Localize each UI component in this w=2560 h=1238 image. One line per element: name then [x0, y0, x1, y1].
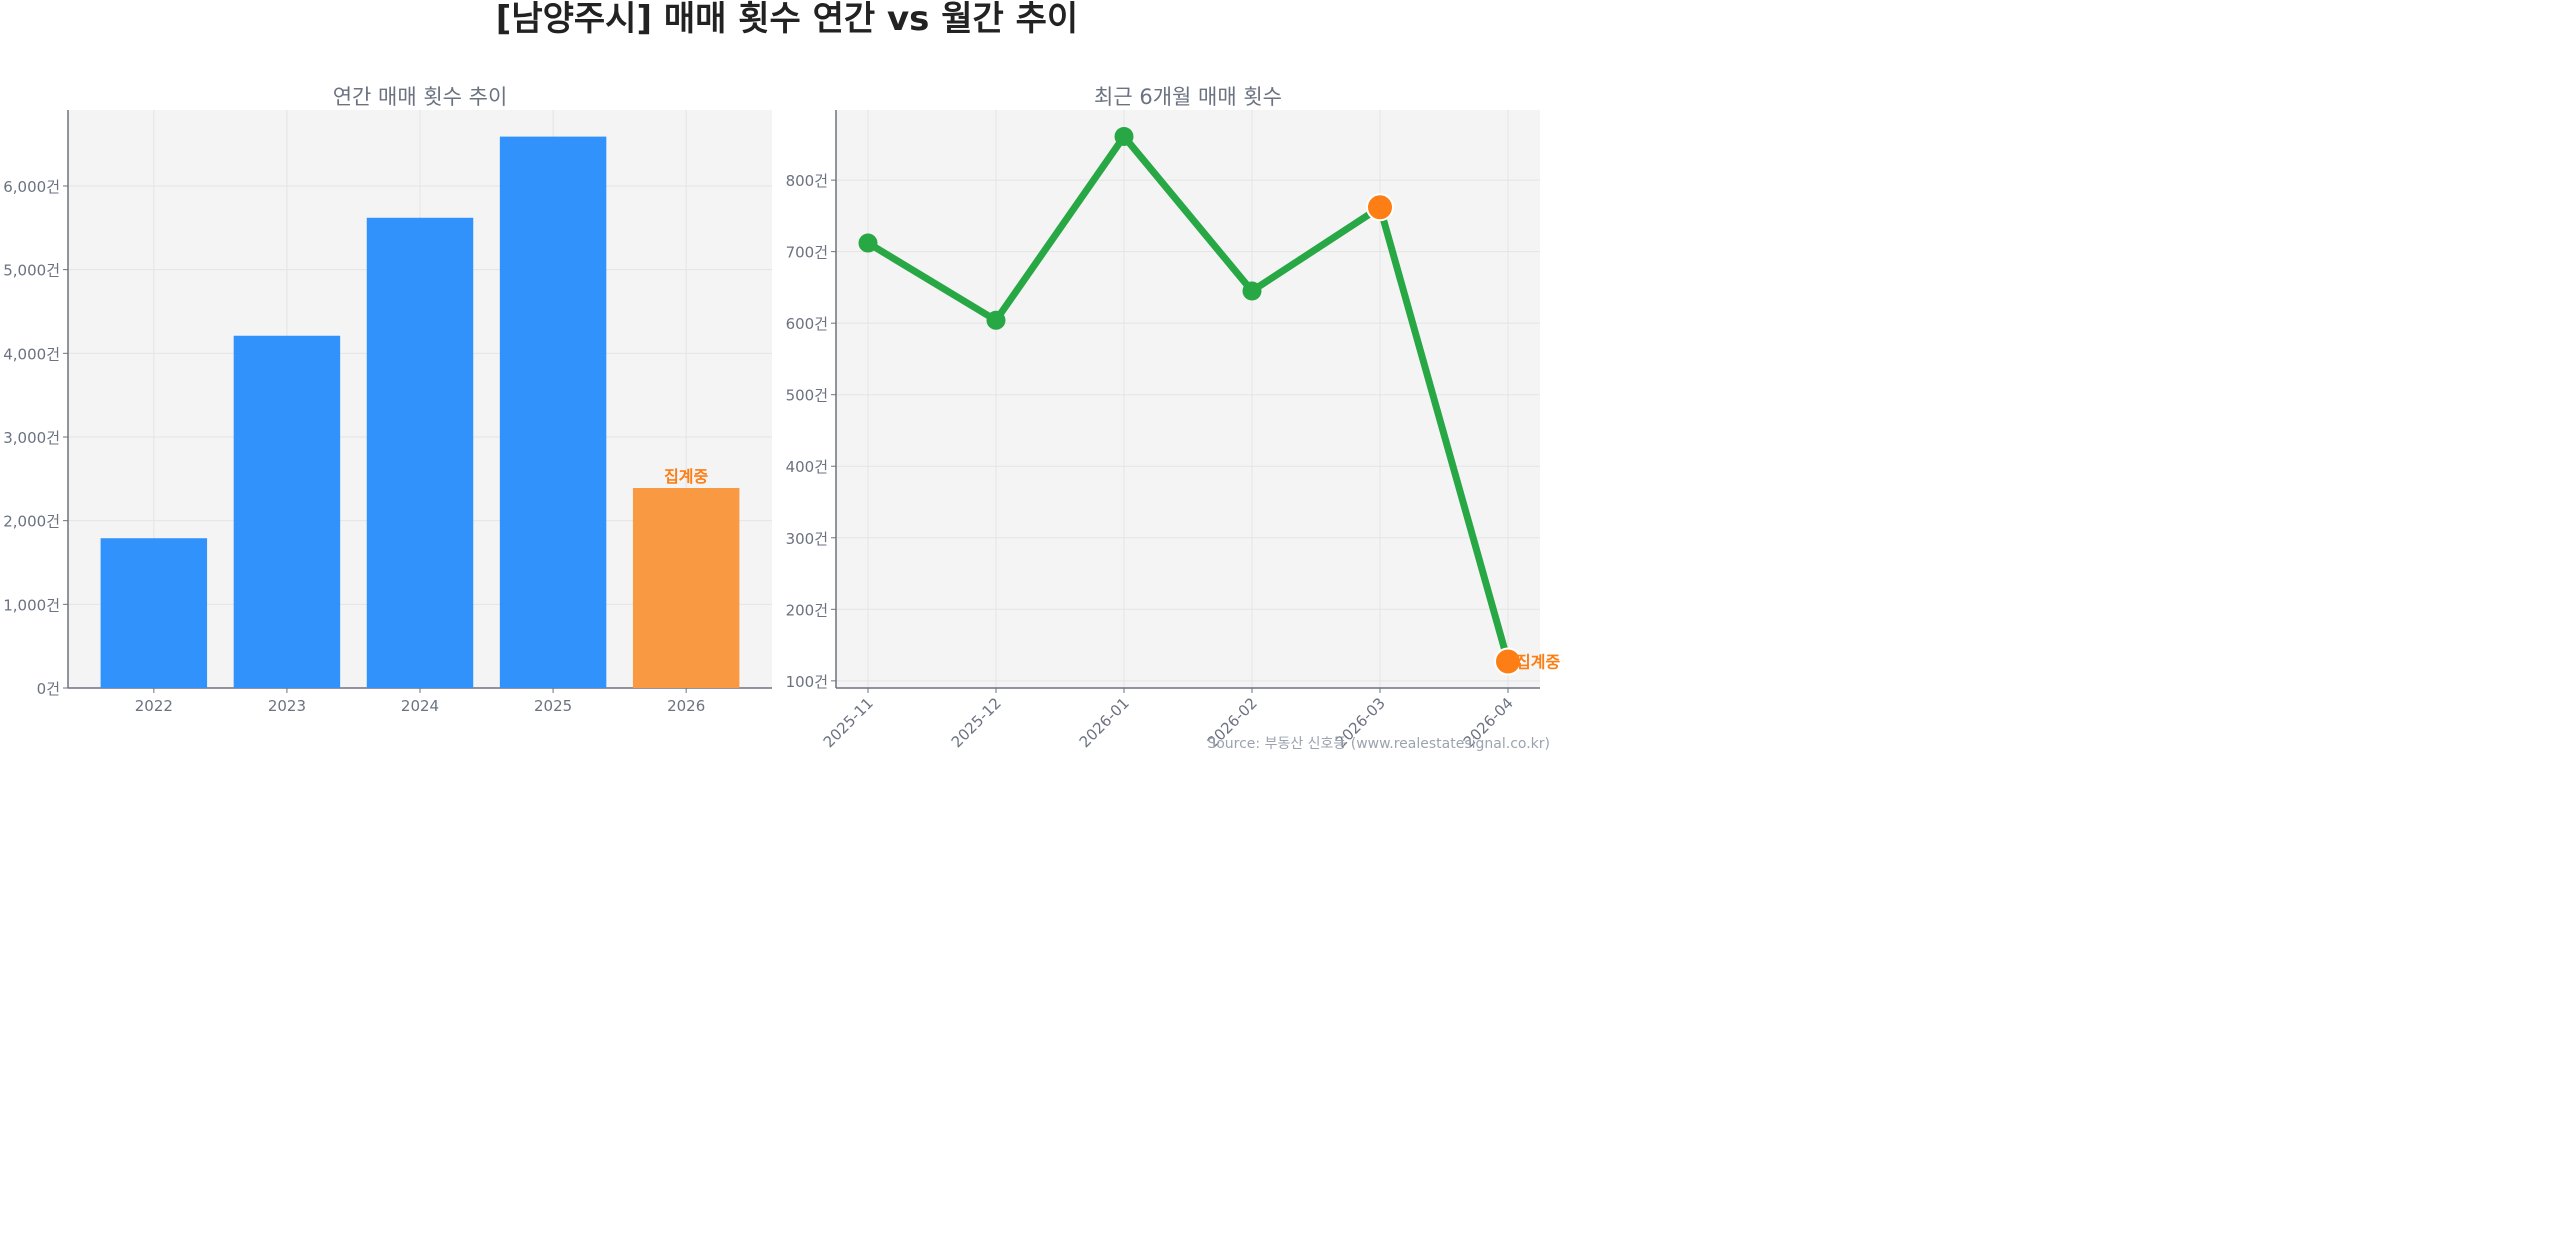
y-tick-label: 5,000건 [3, 262, 60, 280]
data-point-2026-04 [1494, 647, 1522, 676]
x-tick-label: 2026-01 [1076, 694, 1133, 751]
y-tick-label: 4,000건 [3, 345, 60, 363]
x-tick-label: 2026 [667, 697, 705, 715]
y-tick-label: 6,000건 [3, 178, 60, 196]
x-tick-label: 2024 [401, 697, 439, 715]
x-tick-label: 2022 [135, 697, 173, 715]
y-tick-label: 700건 [786, 244, 828, 262]
annual-chart-title: 연간 매매 횟수 추이 [333, 85, 508, 109]
y-tick-label: 500건 [786, 387, 828, 405]
y-tick-label: 800건 [786, 172, 828, 190]
x-tick-label: 2025-11 [820, 694, 877, 751]
data-point-2026-02 [1242, 281, 1262, 301]
data-point-2025-11 [858, 233, 878, 253]
y-tick-label: 300건 [786, 530, 828, 548]
bar-2026 [632, 488, 740, 688]
bar-2024 [366, 217, 474, 689]
x-tick-label: 2025 [534, 697, 572, 715]
x-tick-label: 2023 [268, 697, 306, 715]
y-tick-label: 100건 [786, 673, 828, 691]
data-point-2026-03 [1366, 193, 1394, 222]
partial-annotation: 집계중 [664, 467, 708, 486]
y-tick-label: 600건 [786, 315, 828, 333]
bar-2022 [100, 538, 208, 688]
x-tick-label: 2025-12 [948, 694, 1005, 751]
monthly-chart-title: 최근 6개월 매매 횟수 [1094, 85, 1282, 109]
source-label: Source: 부동산 신호등 (www.realestatesignal.co… [1207, 736, 1550, 752]
bar-2025 [499, 136, 607, 688]
y-tick-label: 0건 [37, 680, 60, 698]
y-tick-label: 400건 [786, 458, 828, 476]
partial-annotation: 집계중 [1516, 653, 1560, 672]
plot-area [836, 110, 1540, 688]
figure-title: [남양주시] 매매 횟수 연간 vs 월간 추이 [496, 0, 1078, 39]
data-point-2026-01 [1114, 126, 1134, 146]
y-tick-label: 200건 [786, 601, 828, 619]
y-tick-label: 3,000건 [3, 429, 60, 447]
monthly-line-chart: 최근 6개월 매매 횟수 100건 200건 300건 400건 500건 600건 700… [786, 85, 1561, 751]
bar-2023 [233, 335, 341, 688]
y-tick-label: 2,000건 [3, 513, 60, 531]
data-point-2025-12 [986, 310, 1006, 330]
y-tick-label: 1,000건 [3, 596, 60, 614]
annual-bar-chart: 연간 매매 횟수 추이 0건 1,000건 2,000건 3,000건 4,000건 5,… [3, 85, 772, 715]
series-line [866, 132, 1512, 663]
